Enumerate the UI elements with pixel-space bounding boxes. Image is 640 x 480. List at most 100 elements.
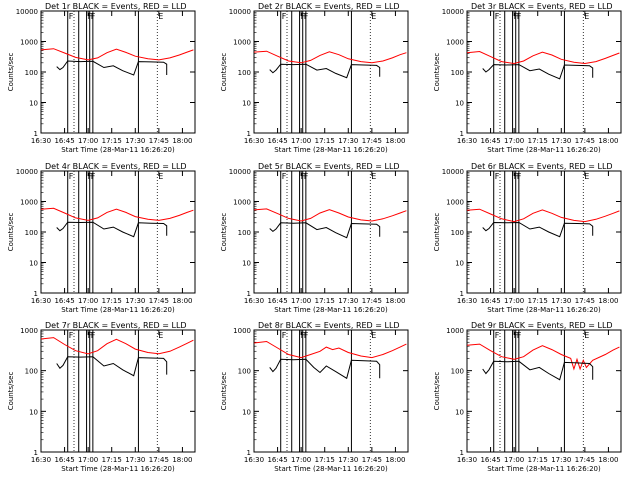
y-tick-label: 10: [455, 100, 464, 108]
x-tick-label: 17:45: [362, 456, 382, 464]
x-tick-label: 17:00: [291, 297, 311, 305]
interval-marker-E: E: [584, 172, 589, 181]
x-tick-label: 17:30: [338, 456, 358, 464]
interval-marker-F: F: [495, 331, 500, 340]
x-tick-label: 18:00: [385, 297, 405, 305]
interval-marker-F: F: [88, 172, 93, 181]
plot-frame: [40, 329, 196, 453]
series-line-lld: [253, 208, 407, 222]
x-tick-label: 18:00: [172, 137, 192, 145]
interval-marker-F: F: [88, 331, 93, 340]
chart-panel-3: Det 3r BLACK = Events, RED = LLD 1 10 100 10…: [433, 2, 622, 154]
y-tick-label: 10: [455, 260, 464, 268]
interval-marker-E: E: [371, 172, 376, 181]
x-tick-label: 16:45: [480, 456, 500, 464]
y-tick-label: 10: [29, 260, 38, 268]
y-tick-label: 1: [34, 449, 38, 457]
series-line-events: [269, 358, 381, 380]
plot-frame: [40, 170, 196, 294]
interval-marker-F: F: [514, 331, 519, 340]
x-tick-label: 17:45: [149, 456, 169, 464]
y-tick-label: 10: [242, 260, 251, 268]
x-tick-label: 18:00: [598, 137, 618, 145]
x-axis-label: Start Time (28-Mar-11 16:26:20): [274, 306, 388, 314]
chart-title: Det 3r BLACK = Events, RED = LLD: [471, 2, 613, 11]
x-tick-label: 16:30: [457, 137, 477, 145]
interval-marker-F: F: [301, 12, 306, 21]
interval-marker-E: E: [584, 331, 589, 340]
y-tick-label: 1: [460, 130, 464, 138]
y-tick-label: 10: [29, 100, 38, 108]
chart-panel-7: Det 7r BLACK = Events, RED = LLD 1 10 100 10…: [7, 321, 196, 473]
x-axis-label: Start Time (28-Mar-11 16:26:20): [61, 465, 175, 473]
plot-frame: [253, 170, 409, 294]
x-tick-label: 17:15: [315, 137, 335, 145]
y-tick-label: 1: [460, 290, 464, 298]
x-tick-label: 18:00: [598, 297, 618, 305]
interval-marker-F: F: [304, 12, 309, 21]
y-tick-label: 10: [242, 100, 251, 108]
x-tick-label: 16:30: [244, 456, 264, 464]
y-tick-label: 10000: [229, 168, 251, 176]
x-tick-label: 16:45: [54, 137, 74, 145]
x-tick-label: 17:15: [315, 456, 335, 464]
x-tick-label: 18:00: [598, 456, 618, 464]
y-tick-label: 100: [25, 69, 38, 77]
x-tick-label: 17:30: [551, 456, 571, 464]
series-line-events: [482, 221, 594, 238]
x-tick-label: 17:30: [125, 456, 145, 464]
y-tick-label: 100: [238, 229, 251, 237]
plot-frame: [466, 329, 622, 453]
y-tick-label: 10: [455, 408, 464, 416]
plot-frame: [253, 329, 409, 453]
x-tick-label: 17:45: [149, 297, 169, 305]
x-tick-label: 17:30: [551, 137, 571, 145]
interval-marker-F: F: [282, 172, 287, 181]
y-tick-label: 1000: [446, 199, 464, 207]
series-line-lld: [466, 343, 620, 371]
x-axis-label: Start Time (28-Mar-11 16:26:20): [487, 306, 601, 314]
x-tick-label: 18:00: [385, 137, 405, 145]
series-line-lld: [253, 340, 407, 359]
interval-marker-F: F: [517, 172, 522, 181]
interval-marker-F: F: [304, 172, 309, 181]
interval-marker-F: F: [495, 172, 500, 181]
y-axis-label: Counts/sec: [7, 213, 15, 252]
interval-marker-F: F: [304, 331, 309, 340]
interval-marker-F: F: [514, 12, 519, 21]
chart-panel-8: Det 8r BLACK = Events, RED = LLD 1 10 100 10…: [220, 321, 409, 473]
x-tick-label: 17:00: [291, 137, 311, 145]
y-tick-label: 10: [242, 408, 251, 416]
x-tick-label: 16:45: [54, 297, 74, 305]
plot-frame: [466, 170, 622, 294]
y-tick-label: 1000: [20, 39, 38, 47]
x-tick-label: 16:30: [244, 297, 264, 305]
interval-marker-F: F: [88, 12, 93, 21]
plot-frame: [40, 10, 196, 134]
x-axis-label: Start Time (28-Mar-11 16:26:20): [274, 146, 388, 154]
series-line-events: [56, 221, 168, 238]
y-axis-label: Counts/sec: [220, 53, 228, 92]
x-tick-label: 17:30: [338, 297, 358, 305]
y-tick-label: 1: [460, 449, 464, 457]
x-tick-label: 17:15: [528, 456, 548, 464]
chart-panel-9: Det 9r BLACK = Events, RED = LLD 1 10 100 10…: [433, 321, 622, 473]
y-tick-label: 1000: [20, 327, 38, 335]
y-tick-label: 1000: [446, 39, 464, 47]
y-axis-label: Counts/sec: [7, 372, 15, 411]
x-tick-label: 16:30: [31, 137, 51, 145]
interval-marker-F: F: [91, 172, 96, 181]
series-line-lld: [40, 207, 194, 221]
y-axis-label: Counts/sec: [220, 213, 228, 252]
interval-marker-F: F: [69, 172, 74, 181]
series-line-events: [269, 63, 381, 79]
y-tick-label: 100: [451, 368, 464, 376]
y-tick-label: 10000: [16, 168, 38, 176]
y-axis-label: Counts/sec: [433, 53, 441, 92]
y-tick-label: 10000: [229, 8, 251, 16]
y-tick-label: 1: [247, 130, 251, 138]
series-line-lld: [40, 337, 194, 355]
x-tick-label: 16:45: [54, 456, 74, 464]
interval-marker-F: F: [282, 12, 287, 21]
